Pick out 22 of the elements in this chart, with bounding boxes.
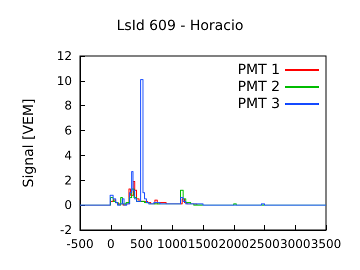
x-tick-label: 3500 [310, 237, 342, 251]
x-tick-label: 2500 [249, 237, 280, 251]
legend-label: PMT 3 [238, 96, 280, 112]
y-tick-label: 4 [64, 148, 72, 162]
x-tick-label: 3000 [280, 237, 311, 251]
y-tick-label: -2 [60, 223, 72, 237]
x-tick-label: 0 [106, 237, 115, 251]
x-tick-label: 2000 [218, 237, 250, 251]
y-axis-title: Signal [VEM] [21, 98, 37, 188]
y-tick-label: 12 [56, 49, 72, 63]
y-tick-label: 10 [56, 74, 72, 88]
legend-label: PMT 2 [238, 79, 280, 95]
x-tick-label: 500 [130, 237, 153, 251]
y-tick-label: 6 [64, 124, 72, 138]
x-tick-label: 1000 [156, 237, 188, 251]
x-tick-label: -500 [66, 237, 94, 251]
y-tick-label: 0 [64, 198, 72, 212]
chart-title: LsId 609 - Horacio [116, 18, 244, 34]
y-tick-label: 2 [64, 173, 72, 188]
y-tick-label: 8 [64, 98, 72, 113]
legend-label: PMT 1 [238, 62, 280, 78]
x-tick-label: 1500 [188, 237, 218, 251]
